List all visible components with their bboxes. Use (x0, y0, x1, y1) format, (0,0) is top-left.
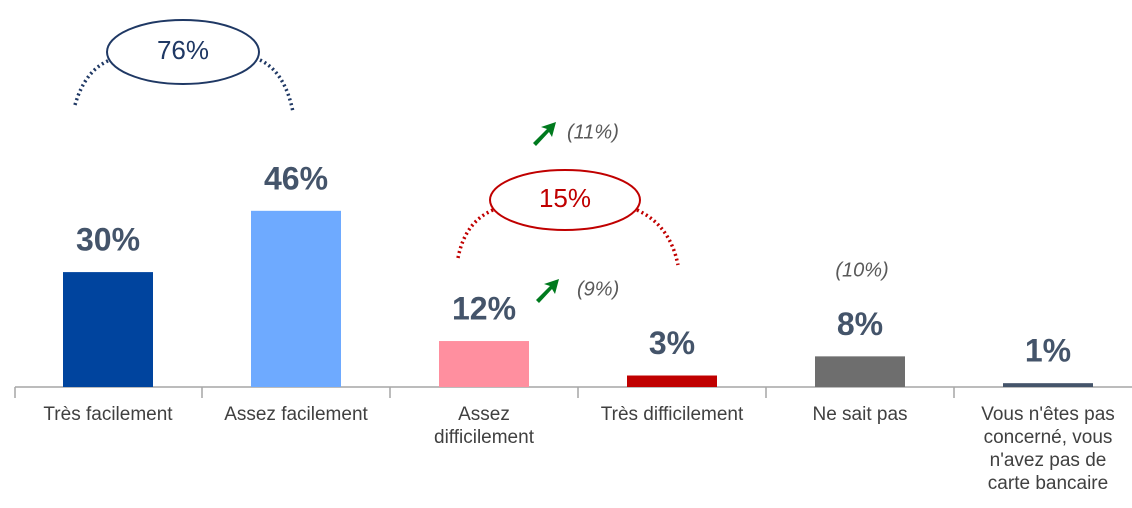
bar (1003, 383, 1093, 387)
x-tick-label: Très facilement (43, 404, 173, 425)
bracket-arc (259, 58, 295, 113)
bar (251, 210, 341, 387)
x-tick-label: Assez difficilement (434, 404, 534, 448)
bracket-arc (73, 58, 111, 106)
axis-ticks (14, 387, 955, 398)
bracket-arc (456, 208, 494, 259)
x-tick-label: Vous n'êtes pas concerné, vous n'avez pa… (981, 404, 1115, 494)
trend-arrow (533, 122, 556, 146)
group-ellipse (489, 169, 641, 231)
x-tick-label: Très difficilement (600, 404, 744, 425)
bar (627, 375, 717, 387)
value-label: 8% (837, 306, 883, 342)
value-label: 1% (1025, 333, 1071, 369)
group-ellipse (106, 19, 260, 85)
value-label: 3% (649, 325, 695, 361)
annotation: (11%) (567, 121, 619, 143)
annotation: (10%) (835, 259, 888, 281)
value-label: 12% (452, 290, 516, 326)
bar (815, 356, 905, 387)
annotation: 76% (157, 35, 209, 65)
value-label: 30% (76, 222, 140, 258)
x-tick-label: Assez facilement (224, 404, 368, 425)
annotation: 15% (539, 183, 591, 213)
bracket-arc (636, 208, 680, 266)
value-label: 46% (264, 160, 328, 196)
x-tick-label: Ne sait pas (812, 404, 908, 425)
bar (439, 341, 529, 387)
trend-arrow (536, 279, 559, 303)
annotation: (9%) (577, 278, 619, 300)
bar (63, 272, 153, 387)
